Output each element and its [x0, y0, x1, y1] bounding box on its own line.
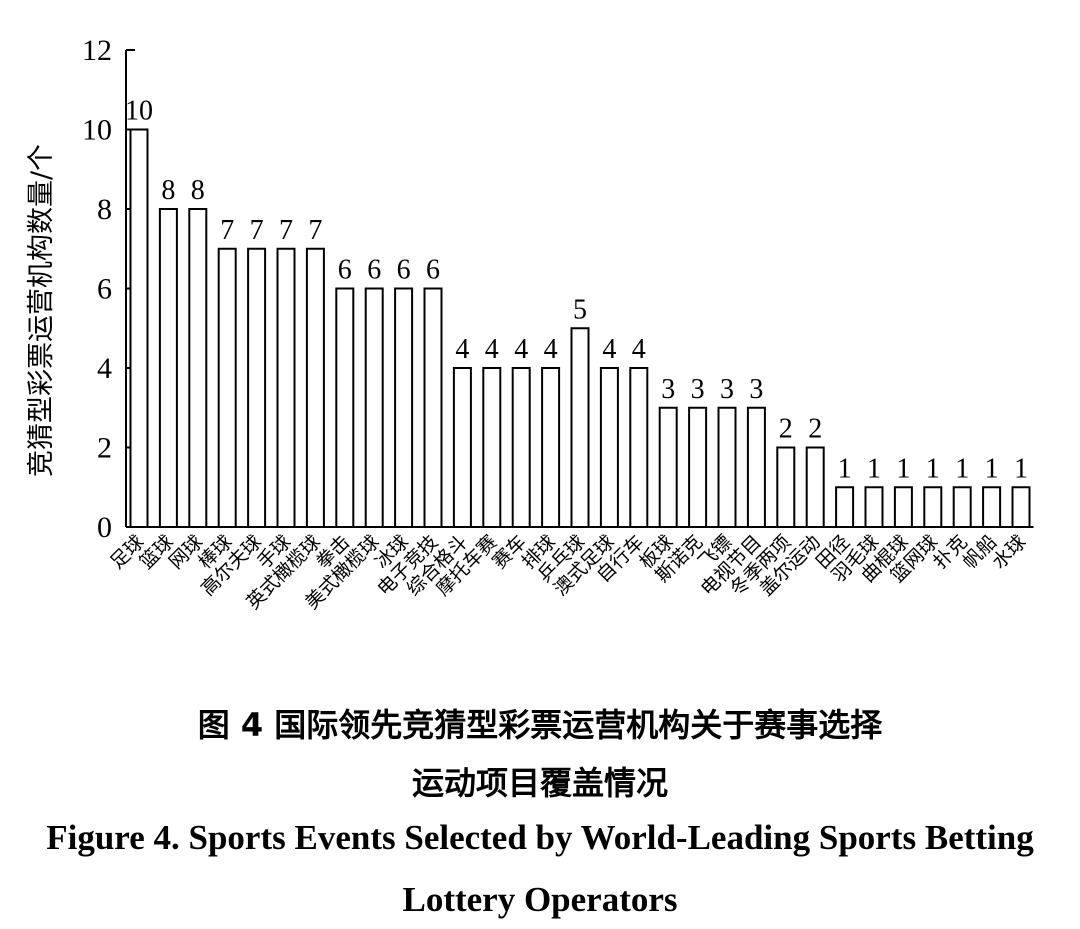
data-label: 3 — [661, 374, 675, 405]
value-labels: 108 87 7 7 76 6 6 64 4 4 454 43 3 3 32 21 1 1 1 1 1 1 — [125, 96, 1028, 485]
data-label: 4 — [632, 334, 646, 365]
x-axis-tick-labels: 足球篮球网球棒球高尔夫球手球英式橄榄球拳击美式橄榄球冰球电子竞技综合格斗摩托车赛… — [106, 531, 1030, 614]
data-label: 1 — [867, 453, 881, 484]
bar — [335, 287, 355, 528]
bar — [805, 446, 825, 528]
data-label: 1 — [955, 453, 969, 484]
bar — [541, 367, 561, 528]
figure-caption-cn-line1: 图 4 国际领先竞猜型彩票运营机构关于赛事选择 — [197, 706, 883, 744]
data-label: 2 — [808, 414, 822, 445]
data-label: 3 — [691, 374, 705, 405]
bar — [1011, 486, 1031, 528]
data-label: 7 — [250, 215, 264, 246]
y-axis-title: 竞猜型彩票运营机构数量/个 — [26, 144, 57, 477]
bar — [276, 247, 296, 528]
bar — [482, 367, 502, 528]
bar — [188, 208, 208, 528]
y-tick-label: 0 — [97, 511, 112, 544]
data-label: 1 — [838, 453, 852, 484]
bar — [394, 287, 414, 528]
y-tick-label: 2 — [97, 432, 112, 465]
bar — [835, 486, 855, 528]
y-tick-label: 12 — [82, 34, 112, 67]
bar — [305, 247, 325, 528]
bar — [129, 128, 149, 528]
bar — [688, 406, 708, 528]
data-label: 8 — [191, 175, 205, 206]
bar — [452, 367, 472, 528]
data-label: 4 — [514, 334, 528, 365]
data-label: 1 — [926, 453, 940, 484]
bar — [364, 287, 384, 528]
bar — [952, 486, 972, 528]
data-label: 1 — [896, 453, 910, 484]
bar — [746, 406, 766, 528]
bar — [923, 486, 943, 528]
data-label: 3 — [720, 374, 734, 405]
bar — [629, 367, 649, 528]
data-label: 1 — [985, 453, 999, 484]
data-label: 3 — [749, 374, 763, 405]
x-tick-label: 水球 — [988, 531, 1030, 573]
data-label: 6 — [426, 255, 440, 286]
bar — [599, 367, 619, 528]
bar — [893, 486, 913, 528]
bar — [423, 287, 443, 528]
data-label: 7 — [308, 215, 322, 246]
bar — [864, 486, 884, 528]
data-label: 6 — [367, 255, 381, 286]
data-label: 4 — [602, 334, 616, 365]
data-label: 4 — [544, 334, 558, 365]
data-label: 8 — [161, 175, 175, 206]
data-label: 5 — [573, 294, 587, 325]
bar — [776, 446, 796, 528]
y-tick-label: 10 — [82, 114, 112, 147]
bar — [658, 406, 678, 528]
data-label: 4 — [485, 334, 499, 365]
bar — [247, 247, 267, 528]
y-tick-label: 4 — [97, 352, 112, 385]
y-tick-label: 8 — [97, 193, 112, 226]
figure-caption-cn-line2: 运动项目覆盖情况 — [411, 764, 668, 802]
data-label: 10 — [125, 96, 153, 127]
data-label: 7 — [279, 215, 293, 246]
bar — [158, 208, 178, 528]
data-label: 7 — [220, 215, 234, 246]
data-label: 2 — [779, 414, 793, 445]
bar — [717, 406, 737, 528]
data-label: 6 — [397, 255, 411, 286]
bars-group — [129, 128, 1031, 528]
y-tick-label: 6 — [97, 273, 112, 306]
bar — [217, 247, 237, 528]
bar — [570, 327, 590, 528]
data-label: 6 — [338, 255, 352, 286]
figure-caption-en-line2: Lottery Operators — [402, 880, 678, 919]
bar — [511, 367, 531, 528]
figure-caption-en-line1: Figure 4. Sports Events Selected by Worl… — [46, 818, 1034, 857]
data-label: 4 — [455, 334, 469, 365]
data-label: 1 — [1014, 453, 1028, 484]
bar — [982, 486, 1002, 528]
